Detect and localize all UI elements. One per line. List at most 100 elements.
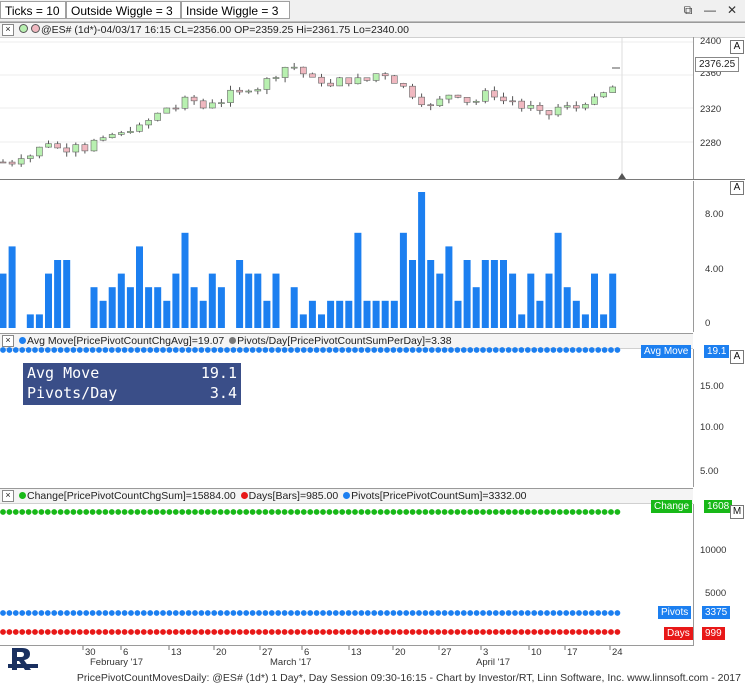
- pivots-dot: [345, 610, 352, 616]
- avg-move-dot: [172, 347, 179, 353]
- pivots-dot: [601, 610, 608, 616]
- days-dot: [294, 629, 301, 635]
- pivots-dot: [313, 610, 320, 616]
- pivot-count-bar: [299, 314, 307, 328]
- price-pane-header: × @ES# (1d*)-04/03/17 16:15 CL=2356.00 OP…: [0, 22, 745, 38]
- avg-move-dot: [140, 347, 147, 353]
- change-dot: [576, 509, 582, 515]
- days-dot: [544, 629, 550, 635]
- pivots-dot: [64, 610, 70, 616]
- x-day-label: 13: [171, 647, 182, 658]
- outside-wiggle-button[interactable]: Outside Wiggle = 3: [66, 1, 181, 19]
- pivot-count-bar: [572, 300, 580, 328]
- pivots-dot: [51, 610, 58, 616]
- change-dot: [608, 509, 614, 515]
- days-dot: [422, 629, 429, 635]
- days-dot: [262, 629, 269, 635]
- change-dot: [32, 509, 38, 515]
- down-candle: [418, 96, 425, 106]
- change-dot: [25, 509, 32, 515]
- days-dot: [569, 629, 576, 635]
- change-dot: [435, 509, 442, 515]
- pivot-count-bar: [90, 287, 98, 328]
- change-dot: [326, 509, 333, 515]
- bars-tick: 0: [705, 318, 711, 329]
- change-dot: [185, 509, 192, 515]
- up-candle: [209, 102, 216, 109]
- bars-autoscale-button[interactable]: A: [730, 181, 744, 195]
- ticks-button[interactable]: Ticks = 10: [0, 1, 66, 19]
- pivot-count-bar: [372, 300, 380, 328]
- days-dot: [140, 629, 147, 635]
- days-dot: [102, 629, 109, 635]
- up-candle: [582, 104, 589, 109]
- pivots-dot: [576, 610, 582, 616]
- avg-move-dot: [569, 347, 576, 353]
- pivots-dot: [179, 610, 186, 616]
- days-dot: [89, 629, 96, 635]
- change-dot: [416, 509, 422, 515]
- avg-autoscale-button[interactable]: A: [730, 350, 744, 364]
- avg-move-dot: [473, 347, 480, 353]
- pivots-dot: [32, 610, 38, 616]
- avg-move-dot: [403, 347, 410, 353]
- pivot-count-bar: [409, 260, 416, 328]
- avg-move-dot: [6, 347, 13, 353]
- minimize-icon[interactable]: —: [704, 3, 716, 17]
- bars-tick: 8.00: [705, 209, 724, 220]
- up-candle: [254, 89, 262, 92]
- close-icon[interactable]: ✕: [726, 3, 738, 17]
- pivots-dot: [550, 610, 557, 616]
- close-pane-icon[interactable]: ×: [2, 490, 14, 502]
- avg-move-dot: [518, 347, 525, 353]
- days-dot: [275, 629, 282, 635]
- pane-divider: [0, 179, 745, 180]
- pivots-dot: [249, 610, 256, 616]
- change-dot: [396, 509, 403, 515]
- x-day-label: 6: [304, 647, 310, 658]
- down-candle: [572, 105, 580, 109]
- down-candle: [463, 97, 471, 103]
- avg-move-dot: [83, 347, 90, 353]
- avg-move-dot: [249, 347, 256, 353]
- down-candle: [81, 144, 89, 152]
- change-dot: [6, 509, 13, 515]
- pivots-dot: [12, 610, 19, 616]
- avg-move-dot: [166, 347, 173, 353]
- pivots-dot: [70, 610, 77, 616]
- close-pane-icon[interactable]: ×: [2, 335, 14, 347]
- close-pane-icon[interactable]: ×: [2, 24, 14, 36]
- avg-move-dot: [262, 347, 269, 353]
- pivots-legend-icon: [343, 492, 351, 499]
- pivots-dot: [230, 610, 237, 616]
- avg-move-header-text: Avg Move[PricePivotCountChgAvg]=19.07: [27, 335, 225, 347]
- pivot-count-bar: [472, 287, 480, 328]
- up-candle: [127, 131, 134, 133]
- days-dot: [467, 629, 474, 635]
- pivots-dot: [435, 610, 442, 616]
- days-dot: [486, 629, 493, 635]
- avg-move-dot: [384, 347, 390, 353]
- pivots-dot: [608, 610, 614, 616]
- restore-icon[interactable]: ⧉: [683, 3, 693, 17]
- change-dot: [147, 509, 154, 515]
- pivots-dot: [281, 610, 288, 616]
- sum-autoscale-button[interactable]: M: [730, 505, 744, 519]
- pivot-count-bar: [26, 314, 34, 328]
- x-month-label: March '17: [270, 657, 312, 668]
- pivots-dot: [268, 610, 275, 616]
- change-dot: [198, 509, 205, 515]
- pivots-dot: [390, 610, 397, 616]
- pivot-count-bar: [154, 287, 162, 328]
- down-candle: [345, 77, 353, 85]
- avg-move-dot: [108, 347, 115, 353]
- price-autoscale-button[interactable]: A: [730, 40, 744, 54]
- inside-wiggle-button[interactable]: Inside Wiggle = 3: [181, 1, 290, 19]
- footer-credit: PricePivotCountMovesDaily: @ES# (1d*) 1 …: [76, 672, 741, 684]
- pivots-dot: [243, 610, 250, 616]
- pivot-count-bar: [236, 260, 244, 328]
- avg-move-dot: [614, 347, 621, 353]
- days-dot: [364, 629, 371, 635]
- days-dot: [345, 629, 352, 635]
- down-candle: [63, 147, 71, 153]
